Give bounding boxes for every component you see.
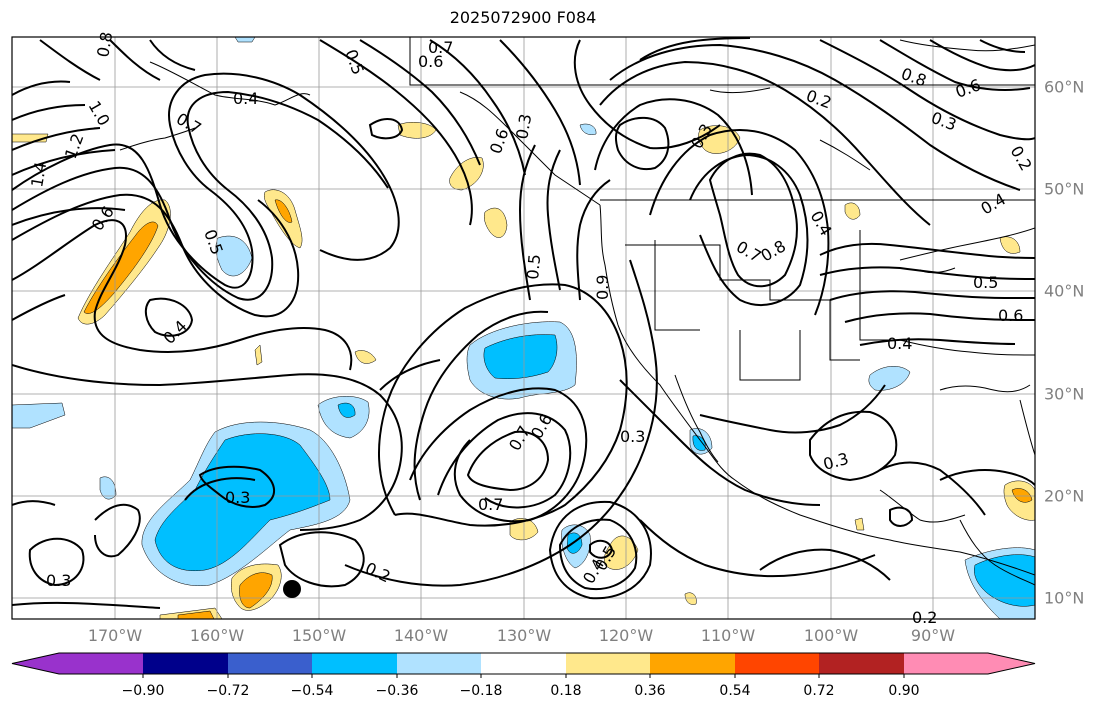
positive-anomaly-region (603, 535, 639, 570)
lat-label: 60°N (1044, 77, 1085, 97)
negative-anomaly-region (215, 235, 253, 277)
colorbar-segment (650, 653, 735, 674)
negative-anomaly-core (337, 402, 356, 418)
lon-label: 120°W (598, 626, 654, 645)
coastlines (119, 37, 1035, 586)
lon-label: 160°W (189, 626, 245, 645)
negative-anomaly-region (579, 123, 597, 135)
colorbar-tick-label: 0.36 (634, 683, 666, 699)
colorbar-tick-label: 0.54 (719, 683, 751, 699)
lat-label: 40°N (1044, 281, 1085, 301)
map-panel (12, 37, 1035, 619)
colorbar-tick-label: −0.18 (459, 683, 503, 699)
colorbar-tick-label: −0.36 (375, 683, 419, 699)
lon-label: 90°W (910, 626, 956, 645)
colorbar-segment (397, 653, 481, 674)
colorbar-tick-label: 0.18 (550, 683, 582, 699)
contour-label: 0.3 (46, 571, 71, 590)
positive-anomaly-core (1011, 488, 1033, 503)
colorbar-tick-label: 0.90 (888, 683, 920, 699)
colorbar-segment (59, 653, 143, 674)
negative-anomaly-core (483, 334, 558, 379)
colorbar-tick-label: −0.90 (121, 683, 165, 699)
colorbar-segment (566, 653, 650, 674)
lat-label: 50°N (1044, 179, 1085, 199)
negative-anomaly-region (234, 37, 256, 43)
negative-anomaly-region (317, 396, 370, 439)
contour-label: 0.4 (233, 89, 258, 108)
lat-label: 10°N (1044, 588, 1085, 608)
colorbar-tick-label: −0.72 (206, 683, 250, 699)
shaded-anomalies (12, 37, 1035, 619)
positive-anomaly-region (999, 236, 1021, 254)
positive-anomaly-region (263, 189, 303, 249)
negative-anomaly-region (12, 402, 66, 429)
colorbar-extend-low (12, 653, 59, 674)
map-title: 2025072900 F084 (449, 8, 597, 27)
lon-label: 110°W (700, 626, 756, 645)
storm-center-marker (283, 580, 301, 598)
contour-label: 0.7 (478, 495, 503, 514)
positive-anomaly-core (239, 572, 273, 609)
contour-label: 0.7 (428, 38, 453, 57)
lat-label: 20°N (1044, 486, 1085, 506)
contour-label: 0.6 (998, 306, 1023, 325)
colorbar (11, 652, 1036, 678)
lon-label: 130°W (496, 626, 552, 645)
positive-anomaly-region (844, 202, 861, 220)
contour-label: 0.3 (512, 112, 535, 140)
contour-label: 0.4 (887, 334, 912, 353)
positive-anomaly-region (354, 350, 377, 364)
colorbar-tick-label: 0.72 (803, 683, 835, 699)
map-frame (11, 36, 1036, 620)
lon-label: 150°W (291, 626, 347, 645)
colorbar-segment (904, 653, 988, 674)
lon-label: 140°W (393, 626, 449, 645)
lon-label: 100°W (803, 626, 859, 645)
contour-label: 0.2 (912, 608, 937, 627)
positive-anomaly-region (254, 344, 263, 366)
positive-anomaly-region (854, 517, 865, 531)
contour-label: 0.3 (620, 427, 645, 446)
colorbar-segment (735, 653, 819, 674)
contour-label: 0.9 (593, 275, 612, 300)
colorbar-tick-label: −0.54 (290, 683, 334, 699)
contour-label: 0.3 (225, 488, 250, 507)
colorbar-segment (143, 653, 228, 674)
contour-lines (12, 37, 1035, 609)
negative-anomaly-region (868, 366, 911, 391)
lon-label: 170°W (87, 626, 143, 645)
contour-label: 0.5 (523, 253, 544, 280)
colorbar-segment (312, 653, 397, 674)
positive-anomaly-region (483, 207, 508, 238)
contour-label: 0.6 (418, 52, 443, 71)
colorbar-extend-high (988, 653, 1035, 674)
colorbar-segment (481, 653, 566, 674)
positive-anomaly-core (274, 199, 293, 223)
negative-anomaly-core (692, 435, 706, 451)
colorbar-segment (228, 653, 312, 674)
contour-label: 0.5 (973, 273, 998, 292)
negative-anomaly-core (974, 554, 1035, 607)
positive-anomaly-core (177, 610, 215, 619)
colorbar-segment (819, 653, 904, 674)
contour-label: 1.4 (27, 160, 50, 188)
lat-label: 30°N (1044, 384, 1085, 404)
colorbar-outline (11, 652, 1036, 675)
positive-anomaly-region (449, 157, 484, 191)
positive-anomaly-region (684, 592, 697, 605)
negative-anomaly-region (99, 476, 117, 500)
